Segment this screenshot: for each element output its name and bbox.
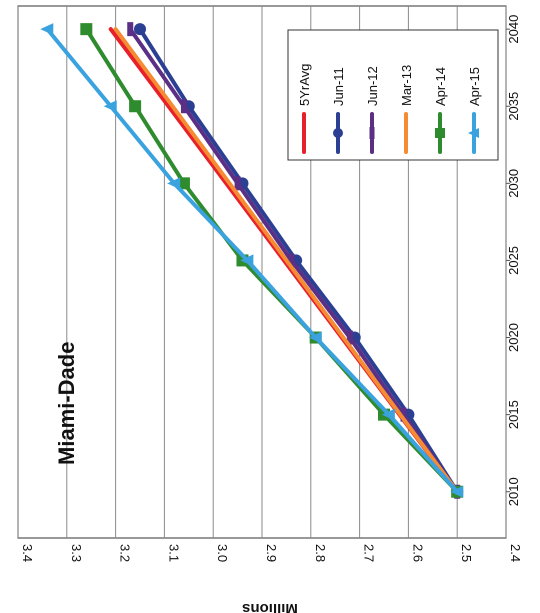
series-lines [40, 22, 464, 499]
data-point [167, 177, 181, 190]
y-tick-label: 2.7 [362, 544, 377, 562]
legend-label: Jun-11 [331, 67, 346, 106]
y-tick-label: 2.6 [410, 544, 425, 562]
data-point [80, 23, 93, 36]
legend-item: Apr-15 [467, 67, 482, 154]
y-tick-label: 3.4 [20, 544, 35, 562]
x-tick-label: 2010 [506, 477, 521, 506]
series-mar-13 [113, 27, 460, 494]
data-point [400, 407, 407, 422]
data-point [468, 128, 479, 138]
legend-label: 5YrAvg [297, 64, 312, 106]
legend-box [287, 29, 499, 161]
y-tick-label: 3.2 [118, 544, 133, 562]
data-point [288, 253, 295, 268]
x-tick-label: 2025 [506, 246, 521, 275]
data-point [346, 330, 353, 345]
data-point [180, 99, 187, 114]
data-point [103, 100, 117, 113]
legend-label: Apr-15 [467, 67, 482, 106]
legend-label: Jun-12 [365, 66, 380, 106]
x-tick-label: 2030 [506, 169, 521, 198]
y-tick-label: 2.8 [313, 544, 328, 562]
data-point [40, 23, 54, 36]
data-point [240, 254, 254, 267]
legend-label: Apr-14 [433, 67, 448, 106]
legend-item: Jun-12 [365, 66, 380, 154]
y-axis-label: Millions [242, 600, 298, 613]
data-point [127, 22, 134, 37]
data-point [134, 23, 146, 36]
legend-item: Jun-11 [331, 67, 346, 154]
x-tick-label: 2040 [506, 15, 521, 44]
y-tick-label: 3.3 [69, 544, 84, 562]
series-line [113, 27, 460, 494]
data-point [450, 485, 464, 498]
legend-item: Mar-13 [399, 65, 414, 154]
y-tick-label: 3.1 [166, 544, 181, 562]
legend-item: 5YrAvg [297, 64, 312, 154]
series-apr-15 [40, 23, 464, 498]
data-point [129, 100, 142, 113]
y-tick-label: 3.0 [215, 544, 230, 562]
y-tick-label: 2.5 [459, 544, 474, 562]
x-tick-label: 2015 [506, 400, 521, 429]
x-tick-label: 2020 [506, 323, 521, 352]
data-point [177, 177, 190, 190]
chart-title: Miami-Dade [54, 342, 79, 465]
legend-item: Apr-14 [433, 67, 448, 154]
data-point [369, 127, 375, 139]
y-tick-label: 2.4 [508, 544, 523, 562]
y-tick-label: 2.9 [264, 544, 279, 562]
data-point [308, 331, 322, 344]
x-tick-label: 2035 [506, 92, 521, 121]
data-point [234, 176, 241, 191]
data-point [435, 128, 445, 138]
legend: 5YrAvg Jun-11 Jun-12 Mar-13 Apr-14 Apr-15 [297, 64, 482, 154]
axis-ticks: 2.4 2.5 2.6 2.7 2.8 2.9 3.0 3.1 3.2 3.3 3.4 2010 201… [20, 15, 523, 562]
data-point [333, 128, 343, 138]
data-point [381, 408, 395, 421]
legend-label: Mar-13 [399, 65, 414, 106]
